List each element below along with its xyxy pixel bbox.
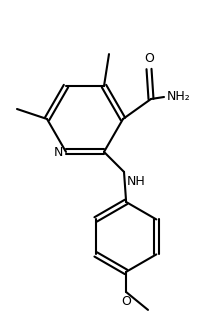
- Text: NH: NH: [127, 175, 146, 188]
- Text: N: N: [54, 146, 63, 160]
- Text: NH₂: NH₂: [167, 90, 191, 104]
- Text: O: O: [144, 52, 154, 65]
- Text: O: O: [121, 295, 131, 308]
